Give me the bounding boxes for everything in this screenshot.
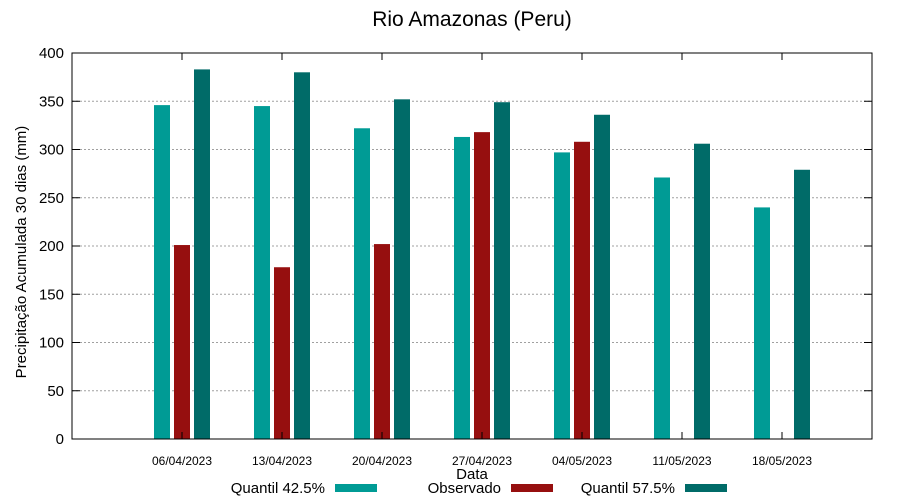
y-tick-label: 250	[39, 190, 64, 207]
bar-quantil-42-5-3	[454, 136, 470, 439]
grid	[72, 100, 872, 392]
bar-quantil-57-5-0	[194, 69, 210, 439]
bar-quantil-42-5-6	[754, 207, 770, 439]
y-tick-label: 400	[39, 45, 64, 62]
legend-swatch	[685, 484, 727, 492]
bar-quantil-57-5-2	[394, 99, 410, 439]
y-tick-label: 200	[39, 238, 64, 255]
y-tick-label: 0	[56, 431, 64, 448]
legend-item-quantil-42-5: Quantil 42.5%	[231, 480, 377, 497]
bar-quantil-42-5-2	[354, 128, 370, 439]
bar-quantil-57-5-3	[494, 102, 510, 439]
y-tick-label: 100	[39, 335, 64, 352]
bar-quantil-57-5-6	[794, 169, 810, 439]
x-tick-label: 13/04/2023	[252, 454, 312, 468]
y-axis-label: Precipitação Acumulada 30 dias (mm)	[13, 126, 30, 379]
x-axis: 06/04/2023 13/04/2023 20/04/2023 27/04/2023…	[152, 53, 812, 468]
bar-observado-3	[474, 132, 490, 439]
bar-quantil-57-5-5	[694, 143, 710, 439]
bar-quantil-42-5-1	[254, 106, 270, 439]
legend-swatch	[335, 484, 377, 492]
y-tick-label: 300	[39, 142, 64, 159]
bar-quantil-57-5-4	[594, 114, 610, 439]
x-tick-label: 06/04/2023	[152, 454, 212, 468]
chart-title: Rio Amazonas (Peru)	[372, 8, 572, 31]
bar-quantil-42-5-0	[154, 105, 170, 440]
bar-quantil-42-5-5	[654, 177, 670, 440]
legend-label: Quantil 57.5%	[581, 480, 675, 497]
legend-swatch	[511, 484, 553, 492]
legend-item-quantil-57-5: Quantil 57.5%	[581, 480, 727, 497]
x-tick-label: 11/05/2023	[652, 454, 711, 468]
bars	[154, 69, 810, 440]
bar-quantil-42-5-4	[554, 152, 570, 439]
y-tick-label: 150	[39, 286, 64, 303]
bar-observado-0	[174, 245, 190, 439]
bar-observado-4	[574, 141, 590, 439]
x-axis-label: Data	[456, 466, 488, 483]
x-tick-label: 04/05/2023	[552, 454, 612, 468]
legend-label: Observado	[428, 480, 501, 497]
bar-observado-1	[274, 267, 290, 439]
y-tick-label: 350	[39, 93, 64, 110]
y-tick-label: 50	[47, 383, 64, 400]
legend: Quantil 42.5% Observado Quantil 57.5%	[231, 480, 727, 497]
legend-label: Quantil 42.5%	[231, 480, 325, 497]
x-tick-label: 27/04/2023	[452, 454, 512, 468]
y-axis: 0 50 100 150 200 250 300 350 400	[39, 45, 872, 448]
x-tick-label: 20/04/2023	[352, 454, 412, 468]
bar-quantil-57-5-1	[294, 72, 310, 440]
x-tick-label: 18/05/2023	[752, 454, 812, 468]
legend-item-observado: Observado	[428, 480, 553, 497]
bar-observado-2	[374, 244, 390, 439]
